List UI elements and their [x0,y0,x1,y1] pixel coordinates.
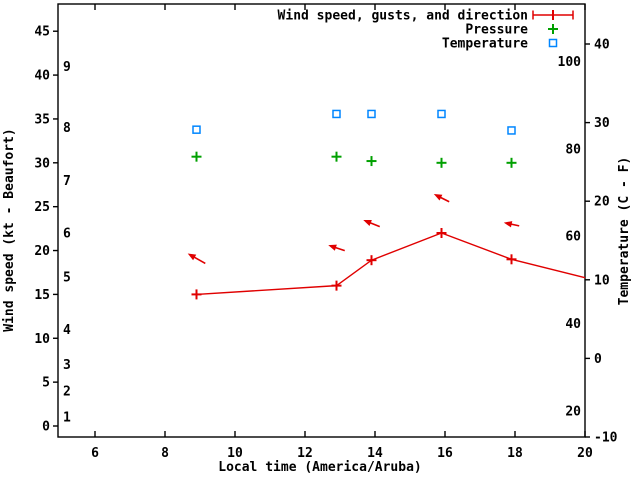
x-tick-label: 12 [297,446,313,461]
x-tick-label: 10 [227,446,243,461]
kt-tick-label: 45 [34,25,50,40]
gust-arrow-head [503,221,513,228]
legend-label-temperature: Temperature [442,37,528,52]
kt-tick-label: 30 [34,156,50,171]
wind-speed-line [196,232,586,296]
f-label: 20 [565,404,581,419]
kt-tick-label: 0 [42,420,50,435]
kt-tick-label: 40 [34,69,50,84]
temperature-point [507,126,516,135]
c-tick-label: -10 [594,431,618,446]
beaufort-label: 5 [63,270,71,285]
c-tick-label: 0 [594,352,602,367]
c-tick-label: 30 [594,116,610,131]
beaufort-label: 7 [63,174,71,189]
legend-square-icon [548,38,558,48]
kt-tick-label: 35 [34,112,50,127]
kt-tick-label: 20 [34,244,50,259]
c-tick-label: 20 [594,195,610,210]
gust-arrow-head [328,244,337,251]
gust-arrow-head [433,194,443,201]
legend-label-pressure: Pressure [465,23,528,38]
kt-tick-label: 25 [34,200,50,215]
gust-arrow-head [363,220,372,226]
beaufort-label: 6 [63,226,71,241]
f-label: 60 [565,230,581,245]
temperature-point [332,109,341,119]
c-tick-label: 10 [594,273,610,288]
x-tick-label: 14 [367,446,383,461]
temperature-point [367,109,376,119]
x-tick-label: 18 [507,446,523,461]
legend-label-wind: Wind speed, gusts, and direction [278,9,528,24]
f-label: 40 [565,317,581,332]
gust-arrow-head [187,253,197,261]
beaufort-label: 2 [63,384,71,399]
kt-tick-label: 15 [34,288,50,303]
beaufort-label: 4 [63,323,71,338]
kt-tick-label: 5 [42,376,50,391]
c-tick-label: 40 [594,38,610,53]
kt-tick-label: 10 [34,332,50,347]
temperature-point [437,109,446,119]
x-tick-label: 8 [161,446,169,461]
f-label: 80 [565,142,581,157]
x-tick-label: 16 [437,446,453,461]
beaufort-label: 9 [63,60,71,75]
beaufort-label: 3 [63,358,71,373]
y-axis-label-left: Wind speed (kt - Beaufort) [2,128,17,332]
beaufort-label: 1 [63,411,71,426]
x-tick-label: 20 [577,446,593,461]
y-axis-label-right: Temperature (C - F) [617,157,632,306]
x-tick-label: 6 [91,446,99,461]
temperature-point [192,125,201,134]
plot-border [57,3,586,438]
x-axis-label: Local time (America/Aruba) [218,460,422,475]
beaufort-label: 8 [63,121,71,136]
f-label: 100 [558,55,582,70]
